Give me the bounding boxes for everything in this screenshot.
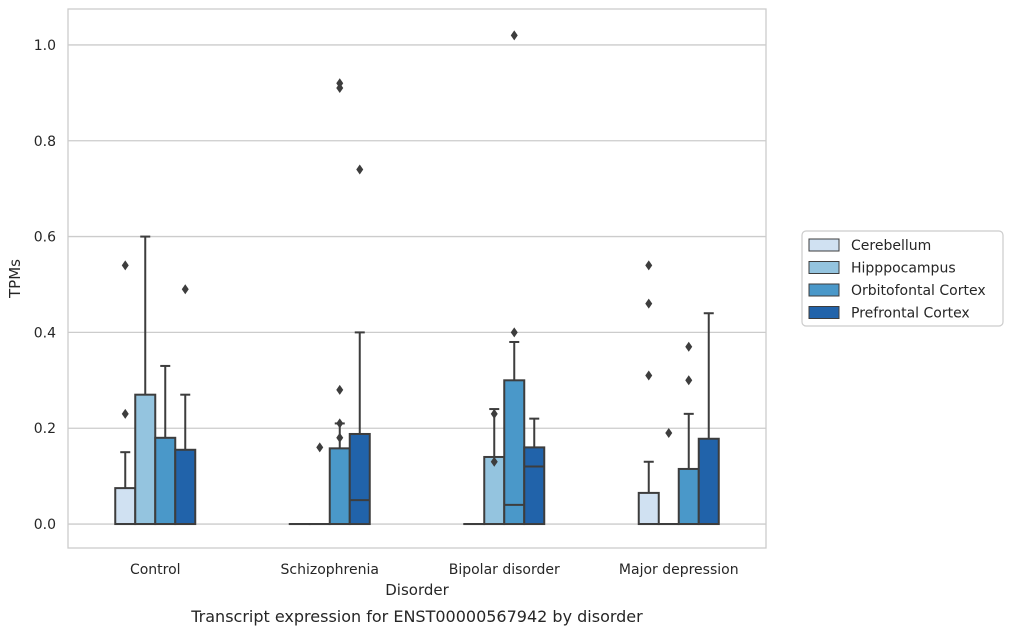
outlier-point: [510, 30, 518, 41]
legend-frame: [801, 230, 1004, 327]
legend-swatch: [808, 238, 840, 252]
box: [697, 437, 720, 526]
legend-label: Orbitofontal Cortex: [851, 283, 986, 299]
box: [328, 447, 351, 526]
series-cerebellum: [114, 260, 660, 526]
box: [154, 436, 177, 526]
box-plot: [677, 341, 700, 526]
box: [174, 448, 197, 526]
box: [483, 455, 506, 526]
box: [523, 446, 546, 526]
y-axis-ticks: 0.0 0.2 0.4 0.6 0.8 1.0: [34, 38, 56, 533]
box-plot: [503, 30, 526, 526]
x-tick-label: Major depression: [619, 562, 739, 578]
figure-caption: Transcript expression for ENST0000056794…: [190, 607, 643, 626]
box: [134, 393, 157, 526]
y-tick-label: 0.6: [34, 230, 56, 246]
outlier-point: [645, 370, 653, 381]
y-tick-label: 0.4: [34, 325, 56, 341]
outlier-point: [356, 164, 364, 175]
outlier-point: [490, 408, 498, 419]
box-plot: [483, 408, 506, 526]
x-tick-label: Control: [130, 562, 181, 578]
legend-label: Cerebellum: [851, 238, 931, 254]
legend-swatch: [808, 283, 840, 297]
outlier-point: [336, 418, 344, 429]
outlier-point: [665, 428, 673, 439]
outlier-point: [490, 456, 498, 467]
box: [637, 491, 660, 526]
legend-swatch: [808, 306, 840, 319]
outlier-point: [181, 284, 189, 295]
y-axis-label: TPMs: [6, 259, 24, 299]
legend-swatch: [808, 261, 840, 274]
outlier-point: [121, 260, 129, 271]
box: [114, 487, 137, 526]
box-plot: [154, 364, 177, 526]
box-plot: [114, 260, 137, 526]
legend-label: Hipppocampus: [851, 261, 956, 277]
y-tick-label: 1.0: [34, 38, 56, 54]
series-hipppocampus: [134, 235, 680, 526]
outlier-point: [510, 327, 518, 338]
outlier-point: [685, 341, 693, 352]
plot-area: [114, 30, 720, 526]
outlier-point: [336, 78, 344, 89]
box-plot: [174, 284, 197, 526]
outlier-point: [336, 384, 344, 395]
box-plot: [523, 417, 546, 526]
outlier-point: [336, 432, 344, 443]
plot-frame: [67, 8, 767, 549]
y-tick-label: 0.0: [34, 517, 56, 533]
box-plot: [637, 260, 660, 526]
box-plot: [308, 442, 331, 526]
legend-label: Prefrontal Cortex: [851, 306, 970, 322]
x-tick-label: Schizophrenia: [281, 562, 379, 578]
legend: Cerebellum Hipppocampus Orbitofontal Corte…: [801, 230, 1004, 327]
box-plot: [657, 428, 680, 526]
outlier-point: [645, 298, 653, 309]
box-plot: [348, 164, 371, 526]
box-plot: [328, 78, 351, 526]
box: [503, 379, 526, 526]
y-tick-label: 0.8: [34, 134, 56, 150]
box: [677, 467, 700, 526]
series-prefrontal-cortex: [174, 164, 720, 526]
y-tick-label: 0.2: [34, 421, 56, 437]
outlier-point: [316, 442, 324, 453]
x-axis-ticks: Control Schizophrenia Bipolar disorder Majo…: [130, 562, 739, 578]
box-plot: [134, 235, 157, 526]
outlier-point: [121, 408, 129, 419]
outlier-point: [685, 375, 693, 386]
box: [348, 432, 371, 526]
series-orbitofontal-cortex: [154, 30, 700, 526]
box-plot: [697, 312, 720, 526]
x-tick-label: Bipolar disorder: [449, 562, 560, 578]
x-axis-label: Disorder: [385, 581, 449, 599]
outlier-point: [645, 260, 653, 271]
